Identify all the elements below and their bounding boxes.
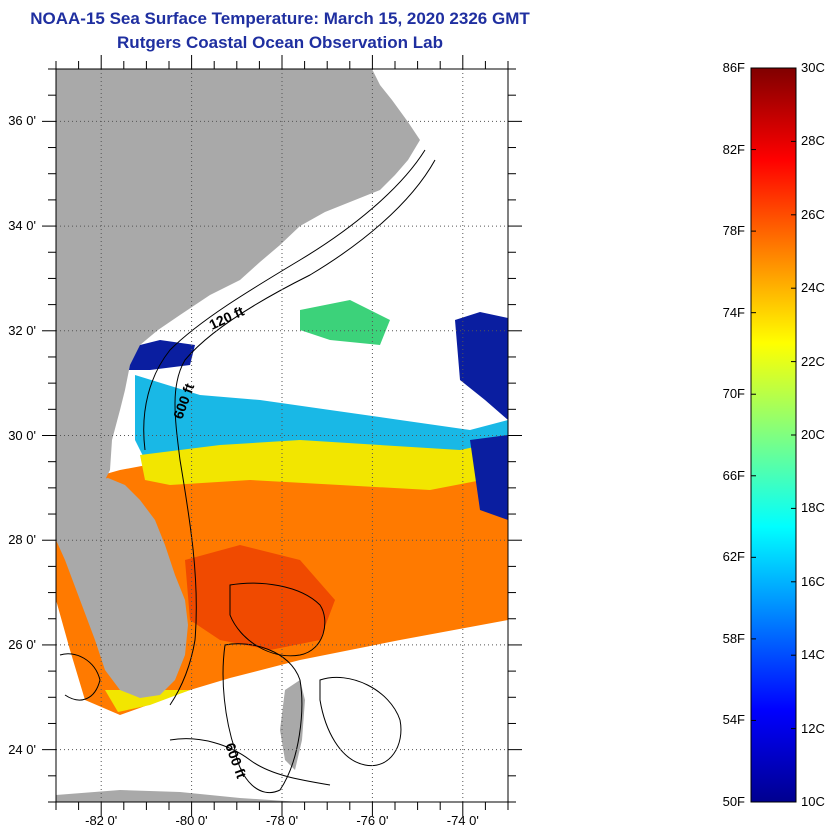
contour-label-120ft: 120 ft bbox=[207, 303, 247, 333]
sst-blue-patch-1 bbox=[455, 312, 508, 420]
colorbar-c-label: 10C bbox=[801, 794, 825, 809]
colorbar-f-label: 70F bbox=[722, 386, 745, 402]
colorbar-f-label: 62F bbox=[722, 549, 745, 565]
sst-blue-patch-2 bbox=[470, 435, 508, 520]
lat-tick-label: 24 0' bbox=[8, 741, 36, 757]
colorbar-f-label: 66F bbox=[722, 467, 745, 483]
colorbar-c-label: 30C bbox=[801, 60, 825, 75]
colorbar-f-label: 82F bbox=[722, 141, 745, 157]
contour-bahamas-2 bbox=[222, 643, 303, 794]
contour-cuba bbox=[169, 738, 331, 786]
land-cuba bbox=[56, 790, 300, 802]
lon-tick-label: -78 0' bbox=[265, 813, 299, 828]
sst-yellow-band bbox=[140, 440, 508, 490]
sst-yellow-south bbox=[105, 690, 190, 712]
lat-tick-label: 32 0' bbox=[8, 322, 36, 338]
lat-tick-label: 28 0' bbox=[8, 532, 36, 548]
colorbar-f-label: 78F bbox=[722, 223, 745, 239]
contour-bahamas-1 bbox=[229, 582, 326, 657]
colorbar-c-label: 14C bbox=[801, 647, 825, 663]
contour-bahamas-3 bbox=[319, 676, 402, 767]
colorbar-c-label: 26C bbox=[801, 206, 825, 222]
colorbar-f-label: 86F bbox=[722, 60, 745, 75]
contour-600ft bbox=[169, 159, 436, 706]
colorbar-c-label: 16C bbox=[801, 573, 825, 589]
colorbar-f-label: 50F bbox=[722, 794, 745, 809]
sst-hot-core bbox=[185, 545, 335, 650]
contour-120ft bbox=[143, 149, 426, 451]
colorbar-f-label: 58F bbox=[722, 630, 745, 646]
contour-label-600ft-south: 600 ft bbox=[222, 741, 250, 781]
lat-tick-label: 30 0' bbox=[8, 427, 36, 443]
land-florida bbox=[56, 478, 188, 698]
colorbar-ticks bbox=[751, 67, 796, 803]
lon-tick-label: -74 0' bbox=[446, 813, 479, 828]
lat-tick-label: 34 0' bbox=[8, 218, 36, 234]
colorbar-f-label: 54F bbox=[722, 712, 745, 728]
land-us-coast bbox=[56, 69, 420, 490]
colorbar-f-label: 74F bbox=[722, 304, 745, 320]
lon-tick-label: -76 0' bbox=[356, 813, 389, 828]
colorbar-c-label: 22C bbox=[801, 353, 825, 369]
colorbar-c-label: 18C bbox=[801, 500, 825, 516]
frame-ticks bbox=[42, 55, 522, 816]
lat-tick-label: 36 0' bbox=[8, 113, 36, 129]
colorbar-c-label: 20C bbox=[801, 427, 825, 442]
colorbar-c-label: 12C bbox=[801, 720, 825, 736]
lon-tick-label: -80 0' bbox=[175, 813, 208, 828]
colorbar-c-label: 28C bbox=[801, 133, 825, 149]
colorbar-c-label: 24C bbox=[801, 280, 825, 296]
graticule bbox=[56, 69, 508, 802]
lon-tick-label: -82 0' bbox=[85, 813, 118, 828]
chart-subtitle: Rutgers Coastal Ocean Observation Lab bbox=[117, 33, 443, 52]
sst-cool-patch bbox=[300, 300, 390, 345]
chart-title: NOAA-15 Sea Surface Temperature: March 1… bbox=[30, 9, 530, 28]
contour-keys bbox=[59, 653, 101, 701]
colorbar bbox=[750, 67, 797, 803]
lat-tick-label: 26 0' bbox=[8, 636, 36, 652]
land-andros bbox=[280, 680, 305, 770]
